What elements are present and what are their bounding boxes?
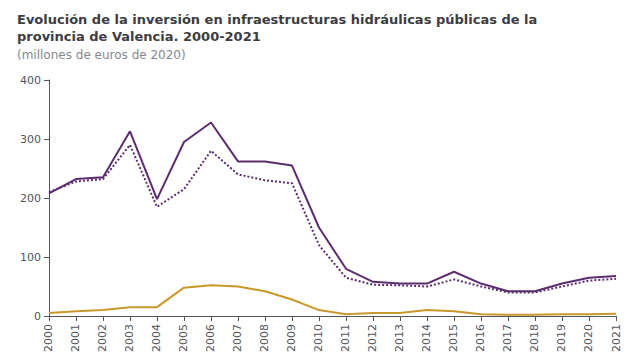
svg-text:2000: 2000: [42, 324, 55, 352]
svg-text:2018: 2018: [528, 324, 541, 352]
svg-text:2005: 2005: [177, 324, 190, 352]
svg-text:100: 100: [20, 251, 41, 264]
svg-text:2020: 2020: [582, 324, 595, 352]
svg-text:2002: 2002: [96, 324, 109, 352]
svg-text:2021: 2021: [610, 324, 623, 352]
svg-text:400: 400: [20, 74, 41, 87]
svg-text:2015: 2015: [447, 324, 460, 352]
svg-text:2014: 2014: [420, 324, 433, 352]
svg-text:0: 0: [34, 310, 41, 323]
svg-text:200: 200: [20, 192, 41, 205]
svg-text:300: 300: [20, 133, 41, 146]
svg-text:(millones de euros de 2020): (millones de euros de 2020): [17, 48, 186, 62]
svg-text:2003: 2003: [123, 324, 136, 352]
svg-text:2017: 2017: [501, 324, 514, 352]
svg-text:Evolución de la inversión en i: Evolución de la inversión en infraestruc…: [17, 12, 537, 27]
svg-text:2013: 2013: [393, 324, 406, 352]
svg-text:2006: 2006: [204, 324, 217, 352]
svg-text:provincia de Valencia. 2000-20: provincia de Valencia. 2000-2021: [17, 29, 261, 44]
svg-text:2012: 2012: [366, 324, 379, 352]
svg-text:2009: 2009: [285, 324, 298, 352]
svg-text:2001: 2001: [69, 324, 82, 352]
svg-text:2011: 2011: [339, 324, 352, 352]
svg-text:2008: 2008: [258, 324, 271, 352]
svg-text:2010: 2010: [312, 324, 325, 352]
svg-text:2019: 2019: [555, 324, 568, 352]
svg-text:2007: 2007: [231, 324, 244, 352]
svg-text:2016: 2016: [474, 324, 487, 352]
svg-text:2004: 2004: [150, 324, 163, 352]
